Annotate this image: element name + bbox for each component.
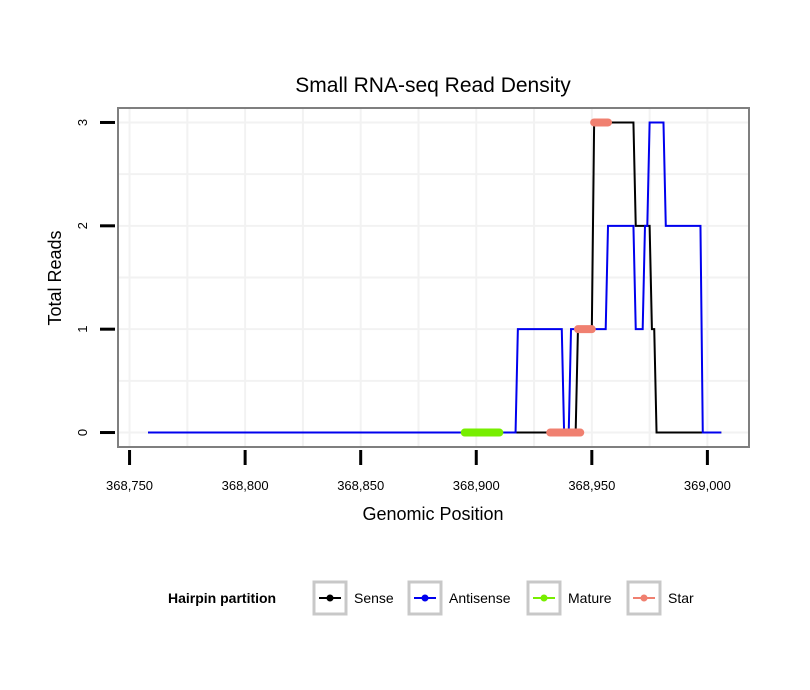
x-axis: 368,750 368,800 368,850 368,900 368,950 369,0… [106, 450, 731, 493]
legend-title: Hairpin partition [168, 590, 276, 606]
y-tick-label: 2 [75, 222, 90, 229]
x-axis-label: Genomic Position [362, 504, 503, 524]
series-line-antisense [148, 121, 722, 434]
legend-item-antisense: Antisense [407, 580, 511, 616]
legend-item-star: Star [626, 580, 694, 616]
grid-lines [118, 108, 749, 447]
legend-key-dot-star [640, 594, 648, 602]
x-tick-label: 369,000 [684, 478, 731, 493]
x-tick-label: 368,850 [337, 478, 384, 493]
legend: Hairpin partition Sense Antisense Mature St… [168, 580, 694, 616]
x-tick-label: 368,900 [453, 478, 500, 493]
y-tick-label: 3 [75, 119, 90, 126]
x-tick-label: 368,750 [106, 478, 153, 493]
y-tick-label: 1 [75, 326, 90, 333]
legend-key-dot-antisense [421, 594, 429, 602]
x-tick-label: 368,800 [222, 478, 269, 493]
legend-label-sense: Sense [354, 590, 394, 606]
series-lines [148, 118, 722, 437]
legend-label-mature: Mature [568, 590, 612, 606]
legend-key-dot-mature [540, 594, 548, 602]
plot-border [117, 107, 750, 448]
series-line-sense [148, 121, 722, 434]
x-tick-label: 368,950 [568, 478, 615, 493]
y-tick-label: 0 [75, 429, 90, 436]
legend-item-sense: Sense [312, 580, 394, 616]
legend-key-dot-sense [326, 594, 334, 602]
legend-label-star: Star [668, 590, 694, 606]
legend-label-antisense: Antisense [449, 590, 511, 606]
legend-item-mature: Mature [526, 580, 612, 616]
y-axis: 0 1 2 3 [75, 119, 115, 436]
chart-title: Small RNA-seq Read Density [295, 74, 571, 97]
y-axis-label: Total Reads [45, 230, 65, 325]
